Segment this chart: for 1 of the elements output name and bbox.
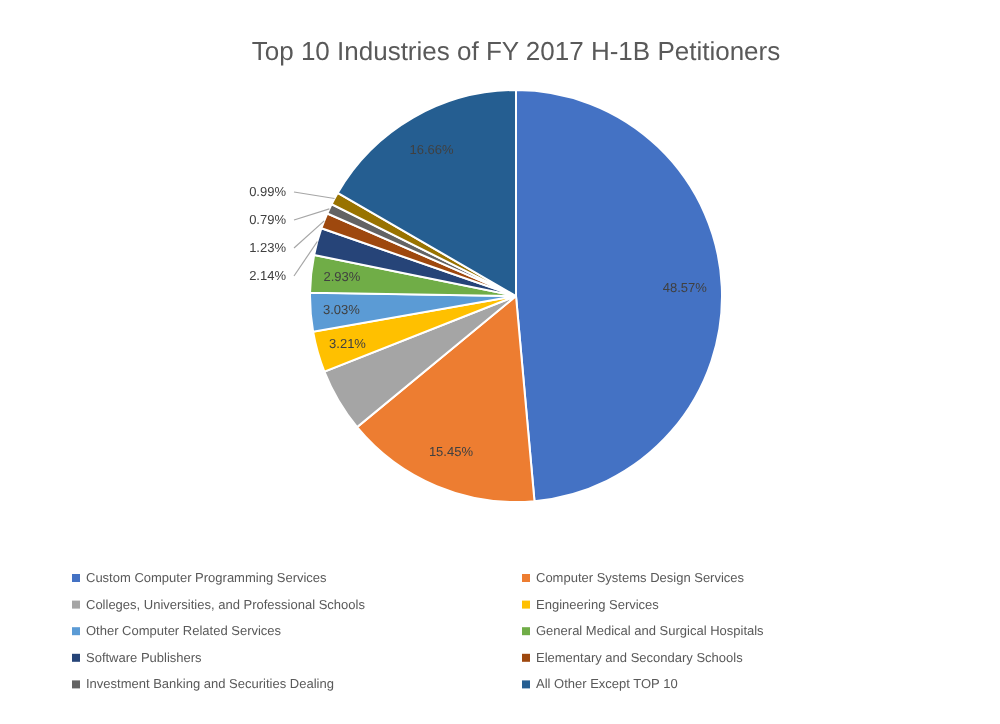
chart-title: Top 10 Industries of FY 2017 H-1B Petitioners [251, 36, 782, 66]
